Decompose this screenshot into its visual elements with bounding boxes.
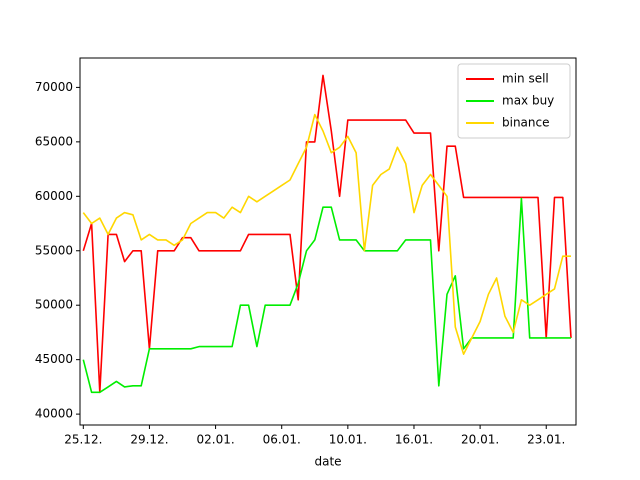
series-line xyxy=(82,197,571,394)
y-tick-label: 55000 xyxy=(35,243,73,257)
legend-box xyxy=(457,63,571,139)
legend-label: min sell xyxy=(502,72,549,86)
x-tick-label: 02.01. xyxy=(196,433,234,447)
x-tick-label: 25.12. xyxy=(64,433,102,447)
x-tick-label: 20.01. xyxy=(461,433,499,447)
y-tick-label: 65000 xyxy=(35,134,73,148)
x-tick-label: 23.01. xyxy=(527,433,565,447)
x-axis-label: date xyxy=(314,455,341,469)
y-tick-label: 45000 xyxy=(35,352,73,366)
y-tick-label: 60000 xyxy=(35,189,73,203)
series-line xyxy=(82,113,571,355)
x-tick-label: 06.01. xyxy=(263,433,301,447)
x-tick-label: 16.01. xyxy=(395,433,433,447)
plot-frame xyxy=(79,57,577,426)
x-tick-label: 29.12. xyxy=(130,433,168,447)
legend-label: max buy xyxy=(502,94,554,108)
y-tick-label: 70000 xyxy=(35,80,73,94)
series-line xyxy=(82,74,572,394)
y-tick-label: 50000 xyxy=(35,298,73,312)
x-tick-label: 10.01. xyxy=(329,433,367,447)
legend-label: binance xyxy=(502,116,550,130)
y-tick-label: 40000 xyxy=(35,407,73,421)
